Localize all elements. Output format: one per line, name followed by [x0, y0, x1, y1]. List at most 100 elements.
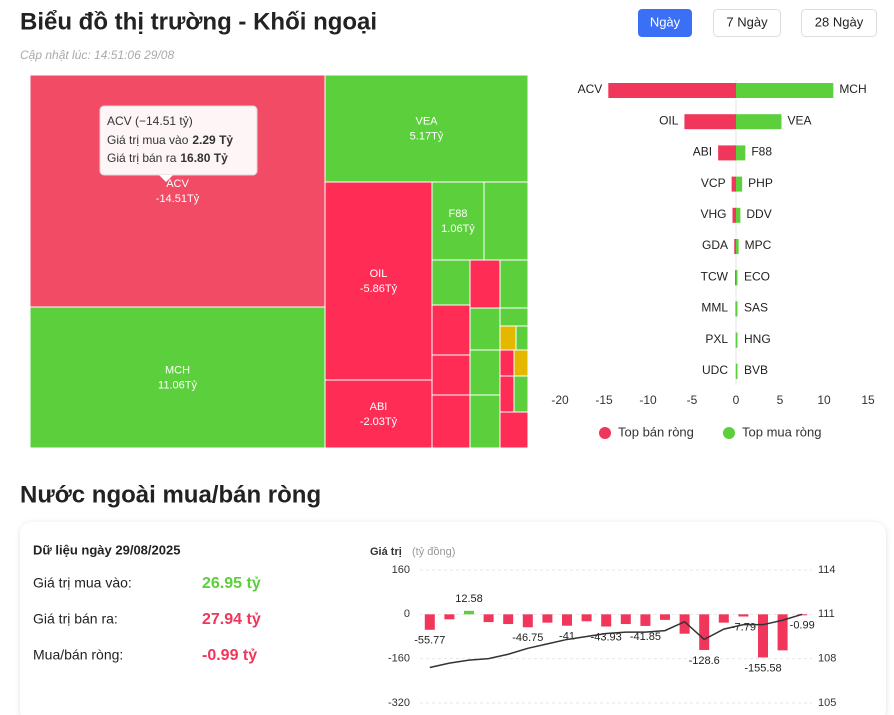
treemap-cell	[324, 181, 433, 381]
button-day[interactable]	[638, 9, 692, 37]
bar	[699, 614, 710, 650]
bar-label: BVB	[744, 363, 768, 377]
x-tick-label: -10	[639, 393, 657, 407]
y2-tick-label: 111	[818, 608, 835, 620]
x-tick-label: 5	[777, 393, 784, 407]
value-label: 12.58	[455, 593, 483, 605]
bar	[620, 614, 631, 625]
x-tick-label: 10	[817, 393, 831, 407]
value-label: -0.99	[790, 620, 815, 632]
bar	[679, 614, 690, 634]
bar	[735, 270, 737, 286]
cell-name: F88	[449, 208, 468, 220]
bar	[734, 239, 736, 254]
tooltip-label: Giá trị bán ra	[107, 151, 177, 165]
summary-label: Giá trị bán ra:	[33, 611, 118, 627]
legend-marker	[723, 427, 735, 439]
x-tick-label: 0	[733, 393, 740, 407]
bar	[562, 614, 572, 626]
treemap-cell	[431, 181, 485, 261]
bar	[483, 614, 494, 623]
bar	[581, 614, 592, 622]
bar-label: DDV	[746, 207, 771, 221]
index-line	[429, 613, 803, 669]
cell-name: VEA	[415, 115, 438, 127]
bar-label: VHG	[700, 207, 726, 221]
y-tick-label: 160	[392, 564, 410, 576]
x-tick-label: -5	[687, 393, 698, 407]
value-label: -46.75	[512, 632, 543, 644]
summary-label: Giá trị mua vào:	[33, 575, 132, 591]
legend-label: Top mua ròng	[742, 424, 822, 439]
bar	[738, 614, 749, 617]
bar	[684, 114, 736, 130]
section-title: Nước ngoài mua/bán ròng	[20, 481, 321, 508]
button-label[interactable]: 28 Ngày	[815, 14, 864, 29]
button-28d[interactable]	[801, 9, 877, 37]
bar	[718, 145, 736, 161]
bar	[736, 176, 743, 192]
bar-label: VCP	[701, 176, 726, 190]
bar-label: MCH	[839, 82, 866, 96]
cell-value: 11.06Tỷ	[158, 379, 197, 391]
x-tick-label: -20	[551, 393, 569, 407]
tooltip-label: Giá trị mua vào	[107, 133, 189, 147]
y-tick-label: -160	[388, 653, 410, 665]
y-tick-label: 0	[404, 608, 410, 620]
bar	[718, 614, 729, 623]
y2-tick-label: 114	[818, 564, 836, 576]
bar	[608, 83, 736, 98]
bar-label: GDA	[702, 238, 728, 252]
bar	[444, 614, 455, 620]
y-axis-unit: (tỷ đồng)	[412, 546, 455, 558]
button-7d[interactable]	[713, 9, 781, 37]
summary-value: 26.95 tỷ	[202, 575, 261, 592]
bar-label: UDC	[702, 363, 728, 377]
button-label[interactable]: Ngày	[650, 14, 681, 29]
bar	[736, 332, 738, 348]
bar	[522, 614, 533, 628]
bar	[736, 270, 738, 286]
legend-label: Top bán ròng	[618, 424, 694, 439]
cell-value: -5.86Tỷ	[360, 283, 398, 295]
bar	[464, 610, 474, 615]
value-label: -55.77	[414, 635, 445, 647]
bar	[660, 614, 670, 620]
bar	[736, 83, 834, 98]
updated-time: Cập nhật lúc: 14:51:06 29/08	[20, 48, 174, 62]
cell-name: ACV	[166, 178, 189, 190]
tooltip-line: Giá trị bán ra 16.80 Tỷ	[107, 151, 228, 165]
cell-value: 5.17Tỷ	[410, 130, 444, 142]
bar	[601, 614, 612, 627]
tooltip-value: 2.29 Tỷ	[192, 133, 233, 147]
bar	[736, 301, 738, 317]
tooltip-value: 16.80 Tỷ	[180, 151, 228, 165]
bar-label: SAS	[744, 301, 768, 315]
treemap-cell	[324, 379, 433, 449]
tooltip-title: ACV (−14.51 tỷ)	[107, 114, 193, 128]
bar-label: MPC	[745, 238, 772, 252]
button-label[interactable]: 7 Ngày	[726, 14, 768, 29]
bar-label: PXL	[705, 332, 728, 346]
y-axis-label: Giá trị	[370, 546, 402, 558]
cell-value: 1.06Tỷ	[441, 223, 475, 235]
bar-label: ABI	[693, 145, 712, 159]
bar	[736, 363, 738, 379]
bar	[731, 176, 736, 192]
cell-name: ABI	[370, 401, 388, 413]
cell-value: -14.51Tỷ	[156, 193, 200, 205]
x-tick-label: -15	[595, 393, 613, 407]
bar	[736, 145, 746, 161]
bar-label: OIL	[659, 113, 679, 127]
treemap-small-cells	[431, 181, 529, 449]
bar	[777, 614, 788, 651]
bar-label: TCW	[701, 269, 729, 283]
y-tick-label: -320	[388, 697, 410, 709]
bar-label: PHP	[748, 176, 773, 190]
bar-label: F88	[751, 145, 772, 159]
cell-name: OIL	[370, 268, 388, 280]
tooltip-line: Giá trị mua vào 2.29 Tỷ	[107, 133, 233, 147]
treemap-cell	[324, 74, 529, 183]
